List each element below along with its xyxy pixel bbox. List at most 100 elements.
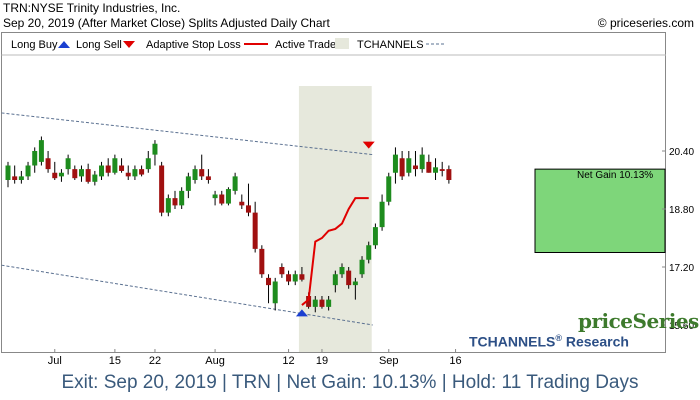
candle-up bbox=[32, 151, 38, 166]
net-gain-label: Net Gain 10.13% bbox=[577, 170, 653, 181]
candle-up bbox=[312, 299, 318, 307]
candle-down bbox=[219, 194, 225, 204]
candle-down bbox=[346, 270, 352, 286]
candle-up bbox=[5, 165, 11, 180]
candle-up bbox=[145, 158, 151, 170]
sell-marker-icon bbox=[362, 141, 375, 149]
net-gain-rect bbox=[534, 168, 666, 253]
candle-up bbox=[352, 281, 358, 286]
candle-up bbox=[225, 189, 231, 204]
candle-down bbox=[245, 205, 251, 213]
candle-down bbox=[259, 248, 265, 275]
legend-long-buy-label: Long Buy bbox=[11, 39, 58, 51]
candle-up bbox=[185, 176, 191, 191]
candle-down bbox=[446, 169, 452, 180]
candle-up bbox=[78, 169, 84, 177]
chart-subtitle: Sep 20, 2019 (After Market Close) Splits… bbox=[3, 16, 330, 30]
x-tick-label: 19 bbox=[316, 355, 328, 367]
candle-down bbox=[252, 212, 258, 249]
x-axis: Jul 15 22 Aug 12 19 Sep 16 bbox=[48, 349, 462, 367]
y-tick-label: 15.60 bbox=[669, 321, 694, 332]
candle-down bbox=[12, 176, 18, 180]
tchannels-research-watermark: TCHANNELS® Research bbox=[469, 333, 629, 350]
candle-up bbox=[165, 198, 171, 213]
candle-down bbox=[286, 274, 292, 282]
candle-up bbox=[392, 154, 398, 173]
buy-marker-icon bbox=[295, 309, 308, 317]
candle-down bbox=[266, 277, 272, 286]
buy-arrow-icon bbox=[58, 41, 70, 48]
candle-up bbox=[372, 227, 378, 246]
candle-up bbox=[112, 158, 118, 173]
x-tick-label: 15 bbox=[109, 355, 121, 367]
candle-down bbox=[52, 172, 58, 179]
candle-up bbox=[433, 167, 439, 173]
candle-down bbox=[306, 296, 312, 307]
x-tick-label: 16 bbox=[449, 355, 461, 367]
active-trade-swatch bbox=[335, 38, 349, 49]
candle-up bbox=[212, 194, 218, 199]
candle-up bbox=[192, 169, 198, 180]
candle-down bbox=[105, 165, 111, 173]
legend-adaptive-stop-label: Adaptive Stop Loss bbox=[146, 39, 241, 51]
adaptive-stop-line bbox=[301, 197, 369, 306]
adaptive-stop-polyline bbox=[301, 197, 369, 306]
legend-long-sell-label: Long Sell bbox=[76, 39, 122, 51]
candle-down bbox=[199, 169, 205, 177]
candle-down bbox=[205, 176, 211, 180]
candlesticks bbox=[5, 136, 452, 313]
candle-down bbox=[119, 165, 125, 171]
candle-up bbox=[272, 281, 278, 304]
channel-lower-line bbox=[1, 264, 373, 326]
sell-arrow-icon bbox=[123, 41, 135, 48]
candle-up bbox=[18, 176, 24, 180]
candle-down bbox=[125, 172, 131, 177]
candle-up bbox=[339, 267, 345, 275]
candle-up bbox=[379, 201, 385, 228]
candle-down bbox=[139, 169, 145, 175]
candle-up bbox=[232, 176, 238, 191]
candle-up bbox=[326, 299, 332, 307]
x-tick-label: Sep bbox=[379, 355, 399, 367]
legend-tchannels-label: TCHANNELS bbox=[357, 39, 424, 51]
x-tick-label: Aug bbox=[205, 355, 225, 367]
candle-down bbox=[159, 165, 165, 213]
candle-up bbox=[38, 140, 44, 162]
candle-up bbox=[152, 143, 158, 155]
candle-down bbox=[72, 169, 78, 179]
legend: Long Buy Long Sell Adaptive Stop Loss Ac… bbox=[11, 38, 446, 51]
candle-down bbox=[85, 169, 91, 182]
candle-up bbox=[419, 154, 425, 170]
active-trade-region bbox=[298, 86, 372, 352]
x-tick-label: 22 bbox=[149, 355, 161, 367]
candle-down bbox=[299, 274, 305, 280]
candle-down bbox=[412, 165, 418, 170]
active-trade-shade bbox=[298, 86, 372, 352]
candle-up bbox=[179, 190, 185, 206]
research-watermark-text: Research bbox=[561, 333, 629, 350]
candle-down bbox=[399, 158, 405, 177]
candle-up bbox=[99, 165, 105, 177]
candle-down bbox=[172, 198, 178, 206]
candle-up bbox=[366, 245, 372, 260]
registered-mark: ® bbox=[555, 333, 562, 343]
trade-summary-footer: Exit: Sep 20, 2019 | TRN | Net Gain: 10.… bbox=[61, 372, 639, 393]
candle-up bbox=[406, 158, 412, 173]
y-axis: 20.40 18.80 17.20 15.60 bbox=[662, 147, 694, 332]
candle-down bbox=[319, 299, 325, 307]
x-tick-label: Jul bbox=[48, 355, 62, 367]
candle-down bbox=[239, 201, 245, 206]
channel-upper-line bbox=[1, 112, 373, 156]
candle-up bbox=[132, 169, 138, 177]
candle-up bbox=[58, 172, 64, 177]
y-tick-label: 17.20 bbox=[669, 263, 694, 274]
candle-up bbox=[65, 158, 71, 170]
candle-up bbox=[292, 274, 298, 282]
y-tick-label: 20.40 bbox=[669, 147, 694, 158]
copyright-brand: © priceseries.com bbox=[597, 16, 694, 30]
candle-up bbox=[332, 274, 338, 286]
y-tick-label: 18.80 bbox=[669, 205, 694, 216]
trade-markers bbox=[295, 141, 375, 317]
candle-up bbox=[92, 174, 98, 182]
